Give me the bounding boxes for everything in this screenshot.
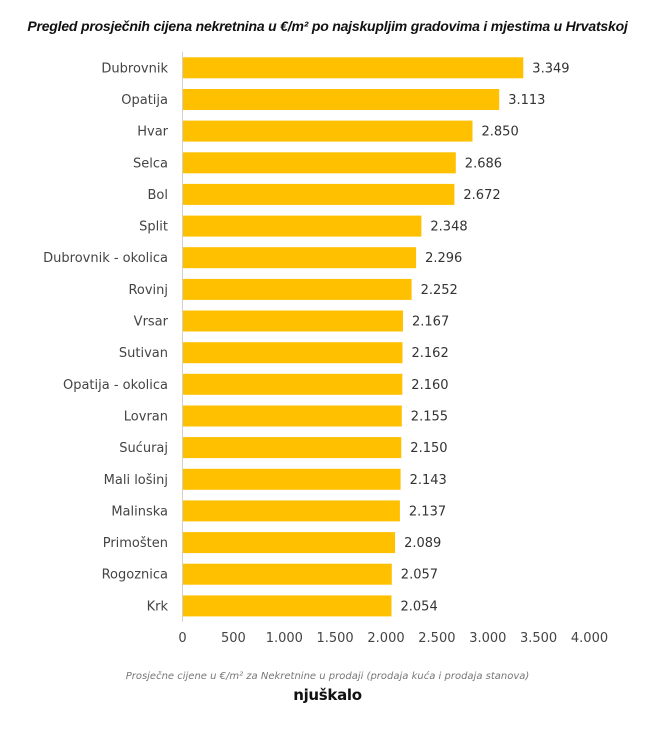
category-label: Bol [148, 188, 168, 203]
value-label: 2.143 [410, 473, 447, 488]
value-label: 2.296 [425, 251, 462, 266]
x-tick-label: 1.500 [316, 631, 353, 646]
x-tick-label: 2.000 [367, 631, 404, 646]
bar-0 [182, 57, 524, 79]
value-label: 3.349 [532, 61, 569, 76]
x-tick-labels: 0 500 1.000 1.500 2.000 2.500 3.000 3.500 4.000 [178, 631, 608, 646]
chart-title: Pregled prosječnih cijena nekretnina u €… [27, 18, 628, 34]
category-label: Rovinj [128, 283, 168, 298]
bar-7 [182, 278, 412, 300]
bar-17 [182, 595, 392, 617]
category-label: Dubrovnik - okolica [43, 251, 168, 266]
x-tick-label: 3.000 [469, 631, 506, 646]
bar-5 [182, 215, 422, 237]
value-label: 2.160 [411, 378, 448, 393]
bar-chart: Dubrovnik Opatija Hvar Selca Bol Split Dubrovn… [43, 52, 608, 646]
bar-9 [182, 342, 403, 364]
bar-16 [182, 563, 392, 585]
category-label: Mali lošinj [104, 473, 168, 488]
source-note: Prosječne cijene u €/m² za Nekretnine u … [125, 671, 530, 682]
value-label: 2.137 [409, 504, 446, 519]
category-labels: Dubrovnik Opatija Hvar Selca Bol Split Dubrovn… [43, 61, 169, 614]
bar-3 [182, 152, 456, 174]
value-label: 2.150 [410, 441, 447, 456]
bars-group [182, 57, 524, 617]
category-label: Hvar [137, 125, 168, 140]
bar-1 [182, 89, 500, 110]
value-label: 2.252 [421, 283, 458, 298]
category-label: Sutivan [119, 346, 168, 361]
value-label: 2.089 [404, 536, 441, 551]
category-label: Primošten [103, 536, 168, 551]
bar-10 [182, 373, 403, 395]
bar-14 [182, 500, 400, 522]
category-label: Dubrovnik [101, 61, 168, 76]
njuskalo-logo: njuškalo [293, 686, 362, 704]
x-tick-label: 3.500 [520, 631, 557, 646]
value-label: 2.167 [412, 315, 449, 330]
category-label: Opatija [121, 93, 168, 108]
category-label: Selca [133, 156, 168, 171]
bar-2 [182, 120, 473, 142]
bar-11 [182, 405, 402, 427]
category-label: Lovran [124, 410, 168, 425]
category-label: Opatija - okolica [63, 378, 168, 393]
category-label: Rogoznica [102, 568, 168, 583]
value-label: 2.155 [411, 410, 448, 425]
value-labels: 3.349 3.113 2.850 2.686 2.672 2.348 2.296 2.252… [401, 61, 570, 614]
category-label: Krk [147, 599, 169, 614]
value-label: 2.850 [482, 125, 519, 140]
bar-8 [182, 310, 403, 332]
value-label: 2.162 [412, 346, 449, 361]
x-tick-label: 1.000 [266, 631, 303, 646]
value-label: 2.348 [430, 220, 467, 235]
x-tick-label: 500 [221, 631, 246, 646]
value-label: 2.057 [401, 568, 438, 583]
x-tick-label: 0 [178, 631, 186, 646]
bar-12 [182, 437, 402, 459]
category-label: Split [139, 220, 168, 235]
category-label: Malinska [111, 504, 168, 519]
value-label: 2.054 [401, 599, 438, 614]
bar-6 [182, 247, 417, 269]
value-label: 2.686 [465, 156, 502, 171]
bar-15 [182, 532, 396, 554]
category-label: Vrsar [134, 315, 169, 330]
x-tick-label: 4.000 [571, 631, 608, 646]
category-label: Sućuraj [119, 441, 168, 456]
x-tick-label: 2.500 [418, 631, 455, 646]
bar-13 [182, 468, 401, 490]
bar-4 [182, 183, 455, 205]
value-label: 3.113 [508, 93, 545, 108]
value-label: 2.672 [463, 188, 500, 203]
